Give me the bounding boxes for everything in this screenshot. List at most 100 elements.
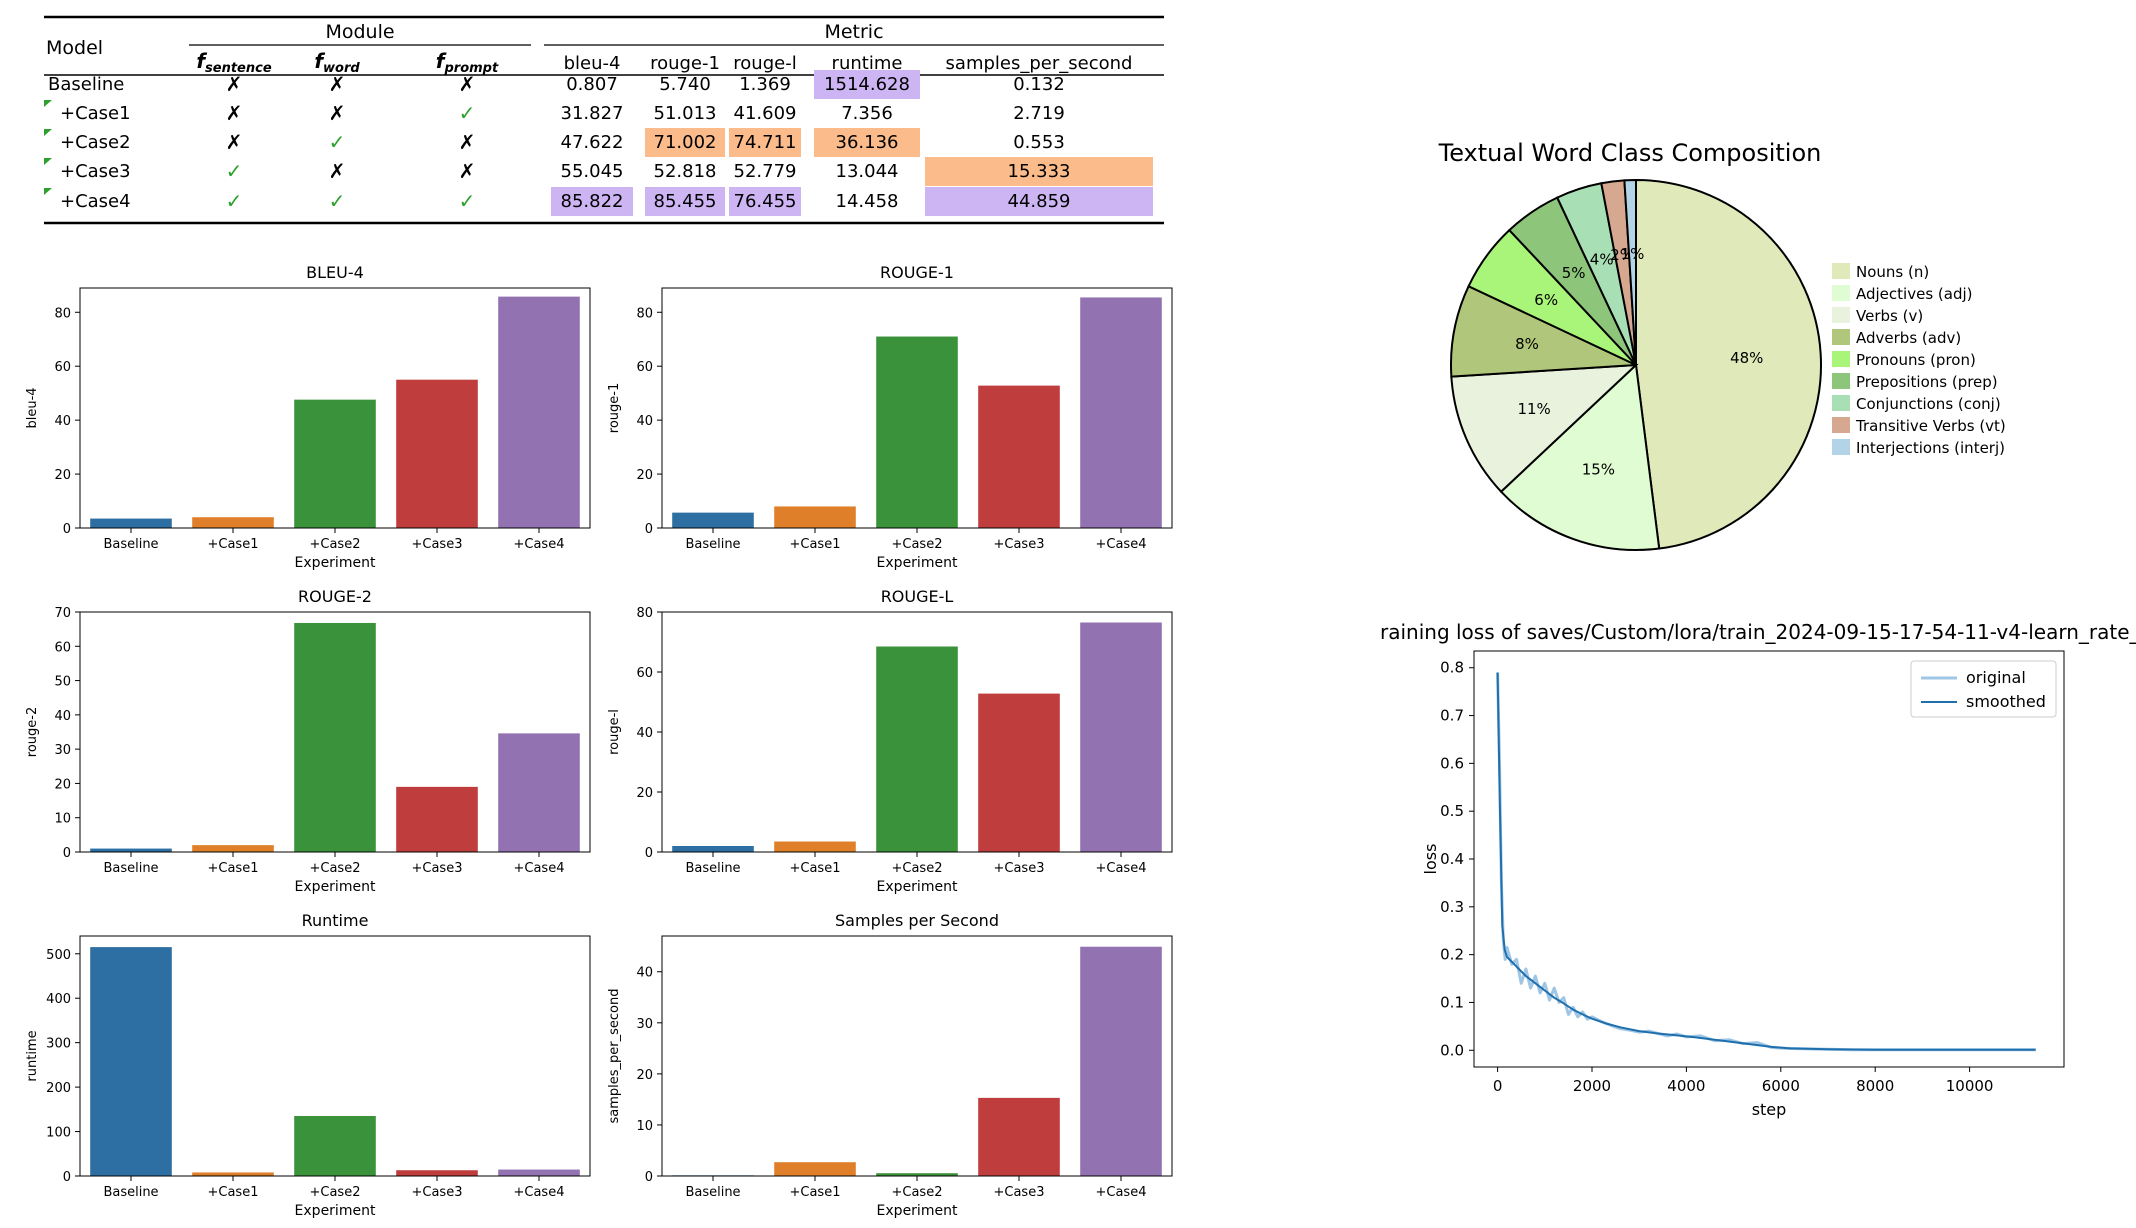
cross-icon: ✗ xyxy=(329,72,346,96)
chart-title: Runtime xyxy=(302,911,369,930)
metric-cell: 52.818 xyxy=(654,161,717,182)
bar xyxy=(774,841,856,852)
module-col-header: fword xyxy=(314,49,360,76)
cross-icon: ✗ xyxy=(459,72,476,96)
slice-label: 6% xyxy=(1534,291,1558,309)
bar xyxy=(876,646,958,852)
y-tick-label: 20 xyxy=(54,777,71,792)
x-tick-label: +Case4 xyxy=(514,1185,565,1200)
cell-comment-marker xyxy=(44,158,52,165)
y-axis-label: rouge-2 xyxy=(25,707,40,757)
x-tick-label: 10000 xyxy=(1946,1077,1994,1095)
y-tick-label: 0.5 xyxy=(1440,802,1464,820)
y-tick-label: 0 xyxy=(63,1170,71,1185)
metric-cell: 2.719 xyxy=(1013,103,1065,124)
y-tick-label: 300 xyxy=(46,1037,71,1052)
legend-swatch xyxy=(1832,351,1850,367)
slice-label: 11% xyxy=(1517,400,1550,418)
bar xyxy=(90,848,172,852)
metric-col-header: samples_per_second xyxy=(946,53,1133,74)
metric-cell: 85.822 xyxy=(561,191,624,212)
y-tick-label: 60 xyxy=(636,666,653,681)
bar xyxy=(876,1173,958,1176)
y-tick-label: 0.0 xyxy=(1440,1041,1464,1059)
legend-label: Interjections (interj) xyxy=(1856,439,2005,457)
runtime-bar-chart: Runtime 0 100 200 300 400 500 Baseline +Case1 +Ca… xyxy=(25,911,591,1219)
x-tick-label: 2000 xyxy=(1573,1077,1611,1095)
x-tick-label: +Case1 xyxy=(208,861,259,876)
x-tick-label: +Case3 xyxy=(994,861,1045,876)
plot-frame xyxy=(79,287,591,529)
x-tick-label: +Case4 xyxy=(1096,537,1147,552)
y-tick-label: 200 xyxy=(46,1081,71,1096)
results-table: Model Module Metric fsentence fword fprompt bl… xyxy=(44,15,1164,225)
cross-icon: ✗ xyxy=(329,101,346,125)
legend-label: Adverbs (adv) xyxy=(1856,329,1961,347)
x-tick-label: +Case2 xyxy=(310,537,361,552)
metric-cell: 76.455 xyxy=(734,191,797,212)
x-tick-label: Baseline xyxy=(685,1185,740,1200)
metric-cell: 14.458 xyxy=(836,191,899,212)
bleu4-bar-chart: BLEU-4 0 20 40 60 80 Baseline +Case1 +Case2 +Case… xyxy=(25,263,591,571)
x-tick-label: +Case2 xyxy=(892,1185,943,1200)
y-tick-label: 60 xyxy=(54,360,71,375)
legend-label: Transitive Verbs (vt) xyxy=(1855,417,2006,435)
y-tick-label: 40 xyxy=(54,709,71,724)
y-axis-label: rouge-1 xyxy=(607,383,622,433)
bar xyxy=(192,845,274,852)
metric-cell: 85.455 xyxy=(654,191,717,212)
legend-swatch xyxy=(1832,395,1850,411)
check-icon: ✓ xyxy=(329,189,346,213)
slice-label: 5% xyxy=(1562,264,1586,282)
x-axis-label: Experiment xyxy=(295,879,376,895)
y-tick-label: 0.3 xyxy=(1440,898,1464,916)
y-tick-label: 0.7 xyxy=(1440,707,1464,725)
y-tick-label: 80 xyxy=(636,306,653,321)
y-tick-label: 40 xyxy=(636,726,653,741)
metric-col-header: runtime xyxy=(832,53,903,74)
y-tick-label: 40 xyxy=(636,966,653,981)
legend-label: Conjunctions (conj) xyxy=(1856,395,2001,413)
cross-icon: ✗ xyxy=(226,130,243,154)
x-tick-label: 6000 xyxy=(1762,1077,1800,1095)
cell-highlight xyxy=(729,187,801,216)
y-tick-label: 60 xyxy=(636,360,653,375)
slice-label: 1% xyxy=(1621,245,1645,263)
metric-cell: 71.002 xyxy=(654,132,717,153)
model-header: Model xyxy=(46,37,103,59)
x-tick-label: 4000 xyxy=(1667,1077,1705,1095)
cross-icon: ✗ xyxy=(459,130,476,154)
slice-label: 48% xyxy=(1730,349,1763,367)
cell-highlight xyxy=(814,128,920,157)
plot-frame xyxy=(661,287,1173,529)
row-model-name: +Case3 xyxy=(60,161,131,182)
cell-highlight xyxy=(729,128,801,157)
metric-cell: 5.740 xyxy=(659,74,711,95)
y-tick-label: 0 xyxy=(645,1170,653,1185)
y-tick-label: 40 xyxy=(54,414,71,429)
y-tick-label: 10 xyxy=(636,1119,653,1134)
training-loss-line-chart: raining loss of saves/Custom/lora/train_… xyxy=(1380,620,2136,1119)
plot-frame xyxy=(79,611,591,853)
bar xyxy=(774,506,856,528)
bar xyxy=(294,1116,376,1176)
x-tick-label: +Case1 xyxy=(208,537,259,552)
metric-cell: 52.779 xyxy=(734,161,797,182)
module-col-header: fsentence xyxy=(196,49,272,76)
x-tick-label: Baseline xyxy=(103,861,158,876)
cell-highlight xyxy=(645,128,725,157)
cell-comment-marker xyxy=(44,188,52,195)
metric-cell: 13.044 xyxy=(836,161,899,182)
x-tick-label: Baseline xyxy=(685,861,740,876)
y-tick-label: 30 xyxy=(54,743,71,758)
x-tick-label: +Case4 xyxy=(1096,1185,1147,1200)
cell-highlight xyxy=(925,187,1153,216)
cell-highlight xyxy=(925,157,1153,186)
metric-cell: 15.333 xyxy=(1008,161,1071,182)
check-icon: ✓ xyxy=(459,189,476,213)
x-tick-label: +Case4 xyxy=(514,861,565,876)
metric-cell: 44.859 xyxy=(1008,191,1071,212)
metric-header: Metric xyxy=(824,21,883,43)
rougel-bar-chart: ROUGE-L 0 20 40 60 80 Baseline +Case1 +Case2 +Cas… xyxy=(607,587,1173,895)
bar xyxy=(876,336,958,528)
